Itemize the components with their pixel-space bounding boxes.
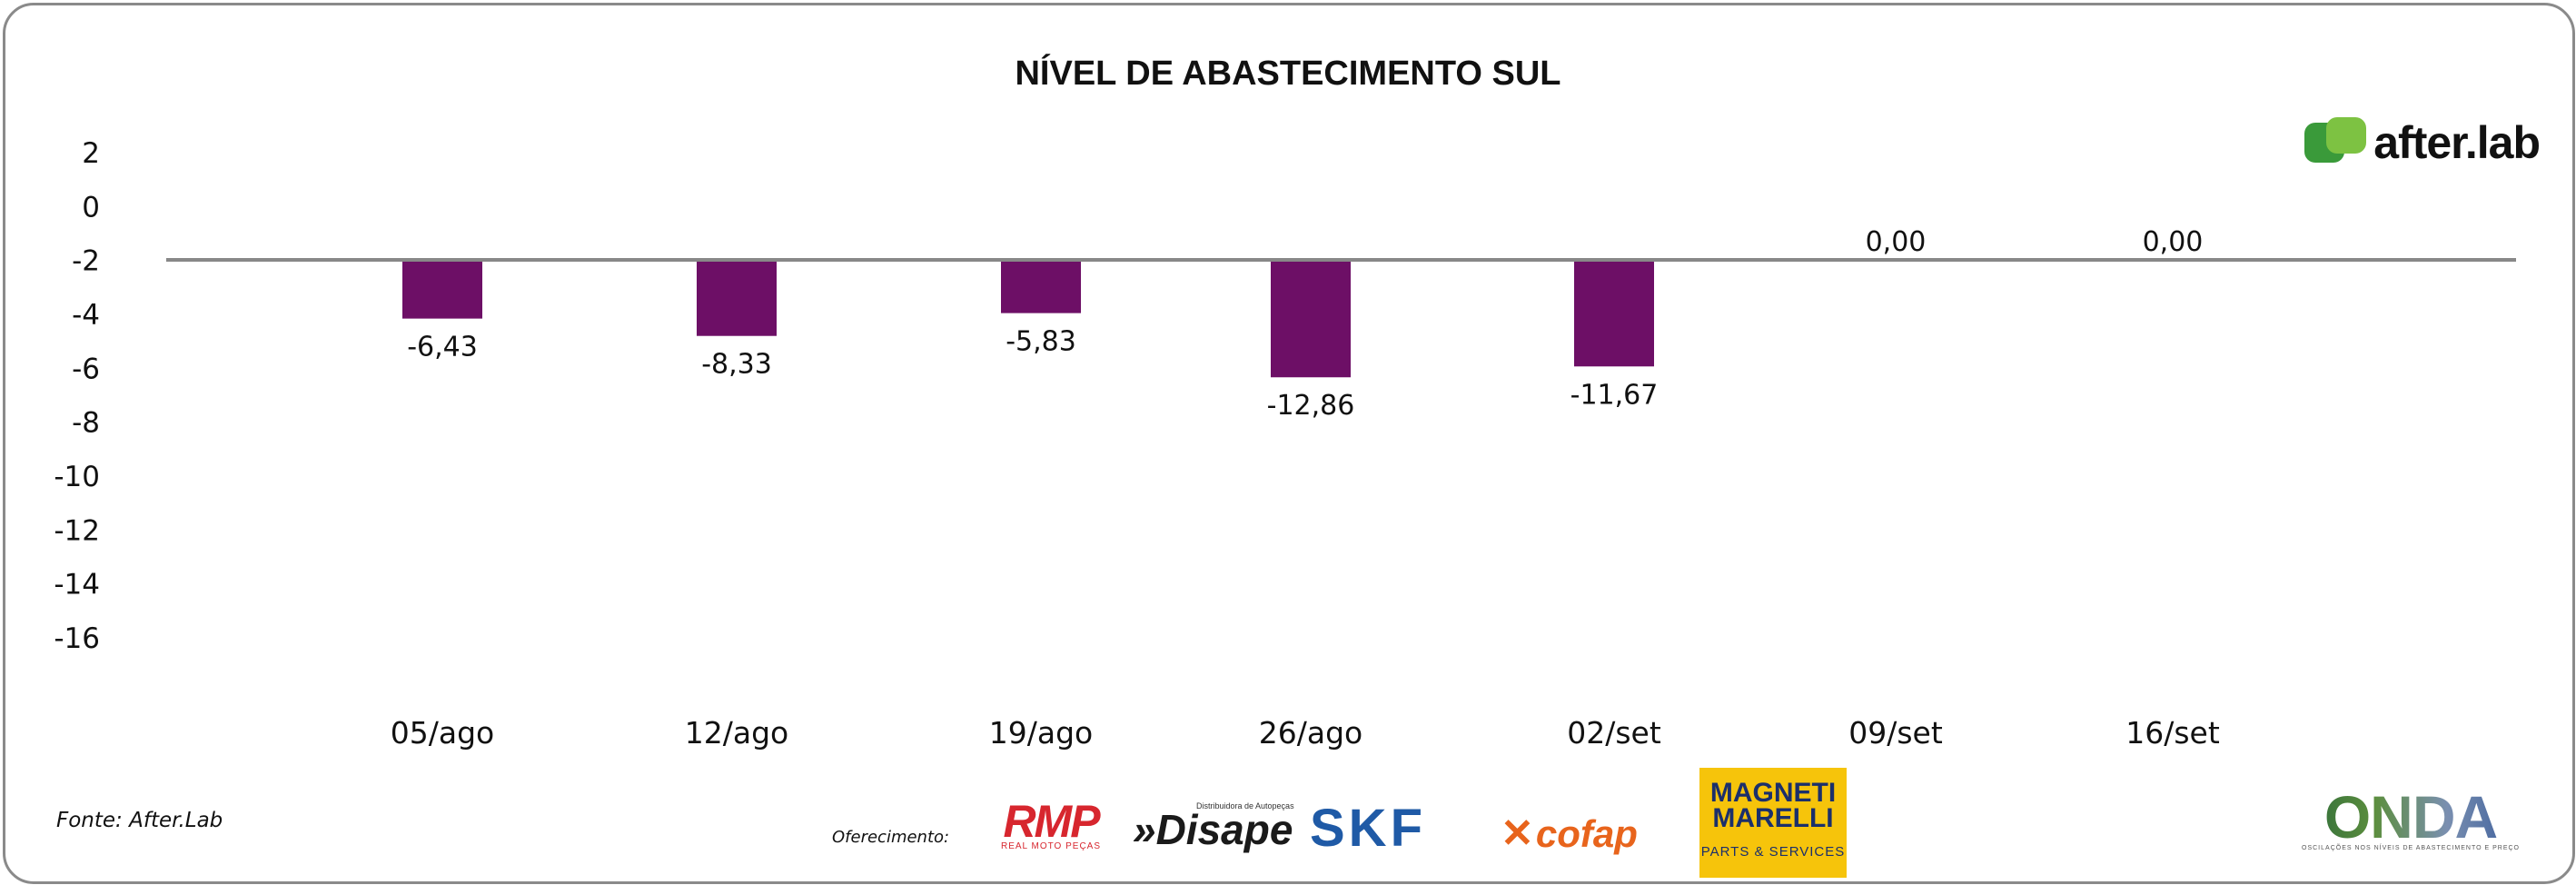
data-label: -5,83 bbox=[1006, 326, 1076, 358]
cofap-logo: ✕ cofap bbox=[1501, 811, 1638, 856]
bar bbox=[1271, 260, 1351, 378]
data-label: 0,00 bbox=[1866, 226, 1927, 258]
chart-title: NÍVEL DE ABASTECIMENTO SUL bbox=[1015, 55, 1561, 93]
chart-frame bbox=[3, 3, 2575, 884]
y-tick-label: -6 bbox=[72, 353, 100, 385]
data-labels: -6,43 -8,33 -5,83 -12,86 -11,67 0,00 0,00 bbox=[407, 226, 2203, 422]
x-category-label: 05/ago bbox=[391, 715, 494, 751]
x-category-label: 19/ago bbox=[989, 715, 1093, 751]
disape-logo: Distribuidora de Autopeças »Disape bbox=[1133, 801, 1294, 853]
bar bbox=[402, 260, 482, 319]
y-axis-ticks: 2 0 -2 -4 -6 -8 -10 -12 -14 -16 bbox=[54, 137, 100, 655]
x-category-label: 12/ago bbox=[685, 715, 788, 751]
data-label: -8,33 bbox=[701, 349, 772, 381]
data-label: -6,43 bbox=[407, 332, 478, 363]
data-label: -11,67 bbox=[1570, 379, 1659, 411]
x-category-label: 26/ago bbox=[1259, 715, 1362, 751]
bar bbox=[1574, 260, 1654, 367]
rmp-logo: RMP REAL MOTO PEÇAS bbox=[1000, 796, 1102, 851]
cofap-x-icon: ✕ bbox=[1501, 811, 1534, 856]
after-lab-icon bbox=[2304, 117, 2368, 168]
x-category-label: 02/set bbox=[1567, 715, 1661, 751]
magneti-marelli-logo: MAGNETI MARELLI PARTS & SERVICES bbox=[1699, 768, 1847, 878]
bar bbox=[1001, 260, 1081, 313]
skf-logo: SKF bbox=[1310, 799, 1426, 858]
sponsor-label: Oferecimento: bbox=[832, 828, 950, 847]
x-axis-categories: 05/ago 12/ago 19/ago 26/ago 02/set 09/set 16/s… bbox=[391, 715, 2220, 751]
y-tick-label: -12 bbox=[54, 514, 100, 547]
y-tick-label: -2 bbox=[72, 245, 100, 278]
data-label: -12,86 bbox=[1267, 390, 1355, 422]
y-tick-label: -10 bbox=[54, 461, 100, 493]
onda-logo: ONDA OSCILAÇÕES NOS NÍVEIS DE ABASTECIME… bbox=[2302, 783, 2520, 851]
y-tick-label: -16 bbox=[54, 622, 100, 655]
x-category-label: 16/set bbox=[2125, 715, 2220, 751]
y-tick-label: -8 bbox=[72, 407, 100, 440]
y-tick-label: 2 bbox=[82, 137, 100, 170]
after-lab-logo: after.lab bbox=[2304, 116, 2541, 169]
bar bbox=[697, 260, 777, 336]
y-tick-label: 0 bbox=[82, 191, 100, 224]
y-tick-label: -14 bbox=[54, 569, 100, 602]
data-label: 0,00 bbox=[2143, 226, 2204, 258]
y-tick-label: -4 bbox=[72, 299, 100, 332]
source-note: Fonte: After.Lab bbox=[56, 809, 223, 832]
bars bbox=[402, 260, 1654, 378]
x-category-label: 09/set bbox=[1848, 715, 1943, 751]
